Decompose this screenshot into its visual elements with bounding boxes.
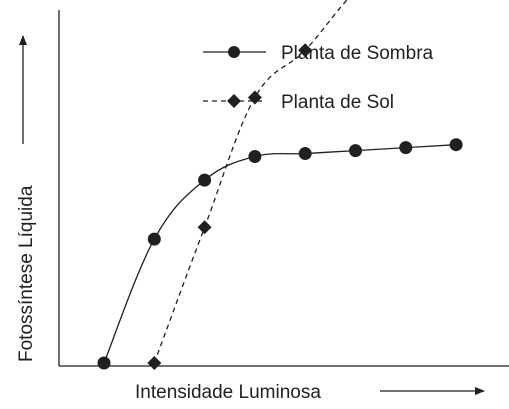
series-line [103, 144, 457, 364]
data-point-circle [449, 138, 463, 152]
legend-item-planta-de-sol: Planta de Sol [203, 92, 394, 113]
data-point-diamond [147, 356, 162, 370]
series-line [153, 0, 348, 364]
legend-label: Planta de Sombra [281, 43, 434, 64]
data-point-circle [198, 173, 212, 187]
data-point-diamond [298, 43, 313, 58]
data-point-circle [97, 356, 111, 370]
legend-item-planta-de-sombra: Planta de Sombra [203, 43, 434, 64]
plot-area [97, 0, 463, 370]
y-axis-label: Fotossíntese Líquida [16, 185, 37, 362]
data-point-diamond [247, 90, 262, 105]
series-planta-de-sombra [97, 138, 463, 370]
data-point-circle [399, 141, 413, 155]
data-point-circle [248, 150, 262, 163]
data-point-circle [349, 144, 362, 158]
x-axis-label: Intensidade Luminosa [135, 382, 321, 403]
data-point-diamond [197, 220, 212, 235]
data-point-circle [147, 232, 161, 246]
legend-circle-marker [228, 46, 240, 58]
legend-label: Planta de Sol [281, 92, 394, 113]
legend: Planta de Sombra Planta de Sol [203, 43, 434, 113]
legend-diamond-marker [227, 94, 241, 108]
data-point-circle [298, 147, 312, 161]
